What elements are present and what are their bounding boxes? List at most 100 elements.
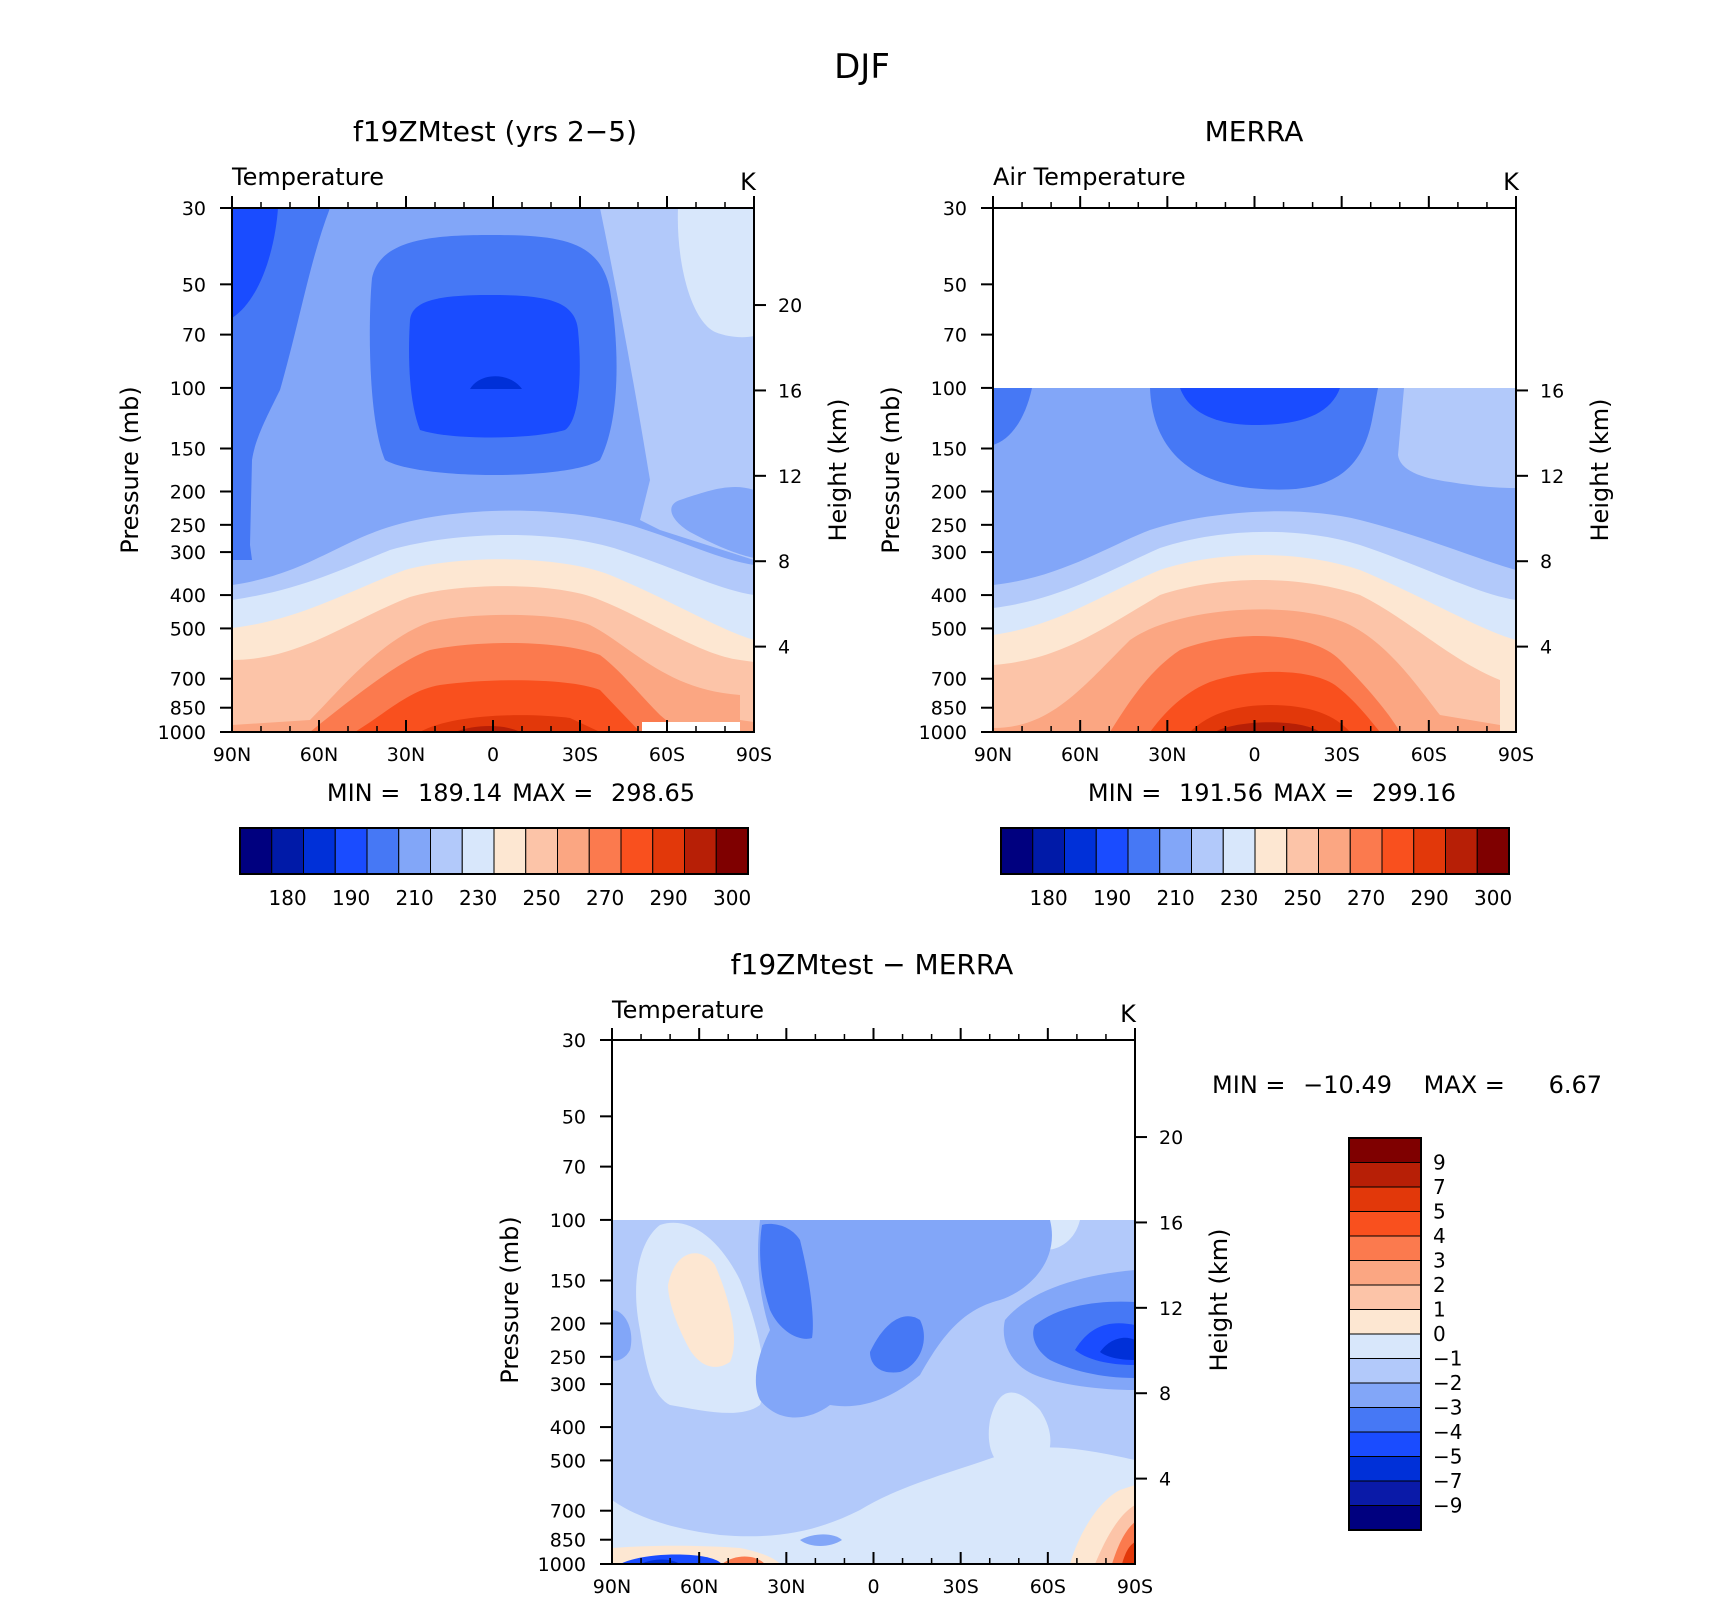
colorbar-swatch bbox=[1348, 1480, 1422, 1506]
field-label: Temperature bbox=[231, 163, 384, 191]
y-axis-label: Pressure (mb) bbox=[877, 386, 905, 553]
max-value: 298.65 bbox=[611, 779, 695, 807]
height-tick-label: 12 bbox=[1540, 466, 1564, 488]
height-tick-label: 4 bbox=[778, 637, 790, 659]
field-label: Temperature bbox=[611, 996, 764, 1024]
colorbar-label: 2 bbox=[1433, 1273, 1446, 1297]
colorbar-swatch bbox=[334, 827, 368, 875]
x-tick-label: 30S bbox=[1324, 744, 1360, 766]
colorbar-swatch bbox=[1254, 827, 1288, 875]
y-tick-label: 70 bbox=[943, 325, 967, 347]
contour-fill bbox=[1215, 722, 1320, 732]
contour-fill bbox=[1180, 388, 1340, 425]
min-value: 191.56 bbox=[1179, 779, 1263, 807]
contour-fill bbox=[620, 1554, 722, 1564]
colorbar-swatch bbox=[557, 827, 590, 875]
colorbar-swatch bbox=[525, 827, 558, 875]
colorbar-swatch bbox=[1348, 1186, 1422, 1212]
x-tick-label: 0 bbox=[867, 1576, 879, 1598]
colorbar-swatch bbox=[1445, 827, 1478, 875]
axes: 90N 60N 30N 0 30S 60S 90S 30 50 70 100 150 200 250 300… bbox=[919, 196, 1564, 766]
contour-fill bbox=[420, 715, 600, 732]
x-tick-label: 90N bbox=[593, 1576, 631, 1598]
x-tick-label: 60S bbox=[1030, 1576, 1066, 1598]
contour-fill bbox=[470, 376, 522, 389]
height-tick-label: 4 bbox=[1159, 1469, 1171, 1491]
y-tick-label: 500 bbox=[170, 618, 206, 640]
axes: 90N 60N 30N 0 30S 60S 90S 30 50 70 100 150 200 250 300… bbox=[158, 196, 802, 766]
colorbar-swatch bbox=[620, 827, 654, 875]
colorbar-swatch bbox=[1348, 1358, 1422, 1384]
contour-fill bbox=[677, 208, 754, 338]
colorbar-label: 270 bbox=[586, 886, 624, 910]
colorbar-label: 0 bbox=[1433, 1322, 1446, 1346]
max-label-text: MAX = bbox=[512, 779, 593, 807]
colorbar: 180 190 210 230 250 270 290 300 bbox=[239, 827, 751, 910]
colorbar-label: −3 bbox=[1433, 1396, 1462, 1420]
colorbar-swatch bbox=[1348, 1407, 1422, 1433]
x-tick-label: 90N bbox=[213, 744, 251, 766]
colorbar-label: 250 bbox=[1284, 886, 1322, 910]
contour-field bbox=[612, 1220, 1135, 1564]
contour-fill bbox=[993, 388, 1032, 445]
colorbar-swatch bbox=[461, 827, 495, 875]
colorbar-label: 180 bbox=[269, 886, 307, 910]
stats: MIN = 191.56 MAX = 299.16 bbox=[1088, 779, 1456, 807]
max-label-text: MAX = bbox=[1273, 779, 1354, 807]
y-tick-label: 850 bbox=[170, 698, 206, 720]
x-tick-label: 90N bbox=[974, 744, 1012, 766]
y-tick-label: 30 bbox=[562, 1030, 586, 1052]
x-tick-label: 60N bbox=[680, 1576, 718, 1598]
y-tick-label: 300 bbox=[550, 1374, 586, 1396]
x-tick-label: 30N bbox=[767, 1576, 805, 1598]
height-tick-label: 8 bbox=[1540, 551, 1552, 573]
colorbar-label: 210 bbox=[396, 886, 434, 910]
colorbar-label: 210 bbox=[1157, 886, 1195, 910]
colorbar-swatch bbox=[1348, 1382, 1422, 1408]
field-label: Air Temperature bbox=[993, 163, 1186, 191]
height-tick-label: 12 bbox=[1159, 1298, 1183, 1320]
contour-field bbox=[232, 208, 754, 732]
y-axis-label-right: Height (km) bbox=[1586, 399, 1614, 542]
x-tick-label: 30N bbox=[1148, 744, 1186, 766]
colorbar-swatch bbox=[1348, 1309, 1422, 1335]
colorbar-label: 190 bbox=[1093, 886, 1131, 910]
colorbar-swatch bbox=[684, 827, 717, 875]
min-value: 189.14 bbox=[418, 779, 502, 807]
colorbar-swatch bbox=[652, 827, 685, 875]
y-tick-label: 400 bbox=[170, 585, 206, 607]
contour-fill bbox=[722, 1556, 765, 1564]
missing-region bbox=[642, 722, 740, 732]
y-tick-label: 400 bbox=[931, 585, 967, 607]
height-tick-label: 16 bbox=[1159, 1212, 1183, 1234]
contour-fill bbox=[760, 1223, 813, 1339]
units-label: K bbox=[1120, 1000, 1137, 1028]
colorbar-label: 300 bbox=[713, 886, 751, 910]
colorbar: 180 190 210 230 250 270 290 300 bbox=[1000, 827, 1512, 910]
contour-fill bbox=[1100, 1337, 1135, 1360]
y-tick-label: 200 bbox=[550, 1313, 586, 1335]
contour-fill bbox=[671, 487, 754, 558]
y-tick-label: 50 bbox=[943, 274, 967, 296]
y-tick-label: 500 bbox=[931, 618, 967, 640]
x-tick-label: 60S bbox=[649, 744, 685, 766]
height-tick-label: 12 bbox=[778, 466, 802, 488]
y-tick-label: 1000 bbox=[919, 722, 967, 744]
colorbar-label: −5 bbox=[1433, 1445, 1462, 1469]
y-tick-label: 100 bbox=[931, 378, 967, 400]
colorbar-swatch bbox=[1348, 1333, 1422, 1359]
y-tick-label: 70 bbox=[182, 325, 206, 347]
x-tick-label: 60N bbox=[300, 744, 338, 766]
colorbar-swatch bbox=[303, 827, 336, 875]
height-tick-label: 8 bbox=[778, 551, 790, 573]
colorbar-swatch bbox=[430, 827, 463, 875]
colorbar-swatch bbox=[271, 827, 304, 875]
colorbar-frame bbox=[239, 827, 749, 875]
y-tick-label: 200 bbox=[931, 481, 967, 503]
contour-fill bbox=[1190, 705, 1350, 732]
x-tick-label: 90S bbox=[1498, 744, 1534, 766]
colorbar-label: 230 bbox=[1220, 886, 1258, 910]
units-label: K bbox=[740, 168, 757, 196]
y-tick-label: 500 bbox=[550, 1450, 586, 1472]
axes: 90N 60N 30N 0 30S 60S 90S 30 50 70 100 150 200 250 300… bbox=[538, 1028, 1183, 1598]
